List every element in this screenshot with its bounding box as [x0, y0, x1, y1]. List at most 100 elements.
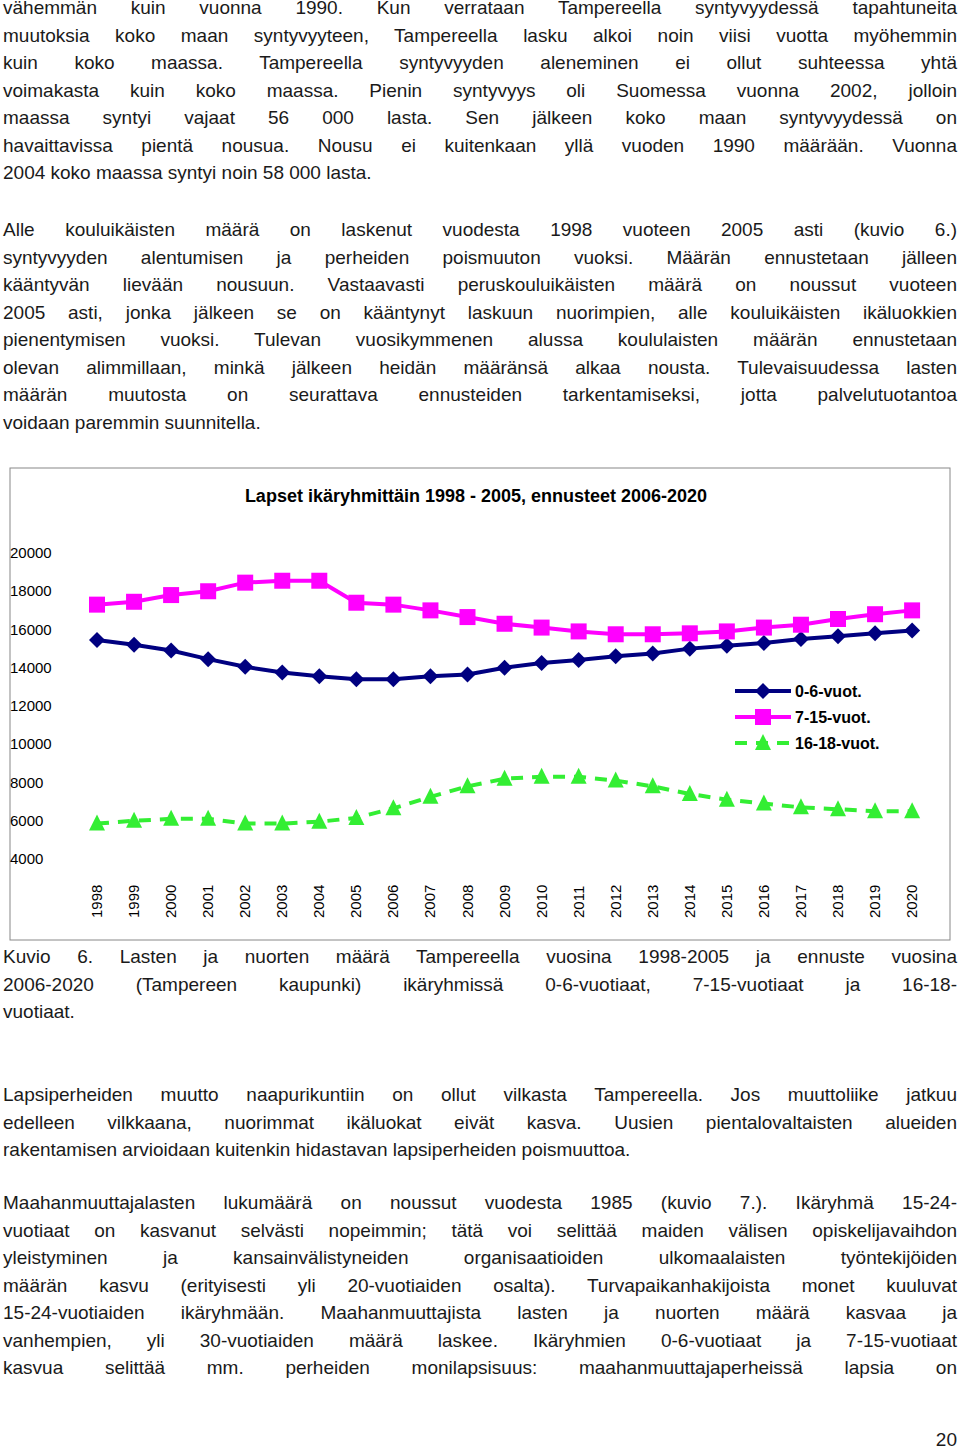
marker	[460, 777, 476, 793]
y-tick-label: 8000	[10, 774, 43, 791]
marker	[422, 668, 438, 684]
marker	[608, 648, 624, 664]
marker	[274, 573, 290, 589]
marker	[756, 795, 772, 811]
x-tick-label: 2013	[644, 885, 661, 918]
marker	[126, 812, 142, 828]
marker	[571, 652, 587, 668]
marker	[163, 810, 179, 826]
marker	[460, 666, 476, 682]
x-tick-label: 1999	[125, 885, 142, 918]
x-tick-label: 2004	[310, 885, 327, 918]
legend-label: 16-18-vuot.	[795, 735, 879, 752]
text-line: voidaan paremmin suunnitella.	[3, 409, 957, 437]
x-tick-label: 2002	[236, 885, 253, 918]
marker	[756, 635, 772, 651]
text-line: edelleen vilkkaana, nuorimmat ikäluokat …	[3, 1109, 957, 1137]
chart-title: Lapset ikäryhmittäin 1998 - 2005, ennust…	[245, 486, 707, 506]
text-line: Maahanmuuttajalasten lukumäärä on noussu…	[3, 1189, 957, 1217]
x-tick-label: 2001	[199, 885, 216, 918]
marker	[274, 815, 290, 831]
marker	[348, 809, 364, 825]
marker	[348, 595, 364, 611]
text-line: 2006-2020 (Tampereen kaupunki) ikäryhmis…	[3, 971, 957, 999]
chart-frame	[10, 468, 950, 940]
marker	[460, 609, 476, 625]
marker	[385, 799, 401, 815]
y-tick-label: 16000	[10, 621, 52, 638]
marker	[497, 616, 513, 632]
marker	[237, 659, 253, 675]
marker	[534, 620, 550, 636]
text-line: Kuvio 6. Lasten ja nuorten määrä Tampere…	[3, 943, 957, 971]
marker	[608, 772, 624, 788]
marker	[830, 800, 846, 816]
marker	[645, 645, 661, 661]
text-line: olevan alimmillaan, minkä jälkeen heidän…	[3, 354, 957, 382]
marker	[830, 628, 846, 644]
text-line: vuotiaat on kasvanut selvästi nopeimmin;…	[3, 1217, 957, 1245]
marker	[719, 623, 735, 639]
x-tick-label: 2003	[273, 885, 290, 918]
marker	[89, 815, 105, 831]
marker	[793, 631, 809, 647]
marker	[422, 788, 438, 804]
x-tick-label: 2006	[384, 885, 401, 918]
marker	[867, 802, 883, 818]
page-number: 20	[936, 1426, 957, 1451]
marker	[534, 768, 550, 784]
legend-marker	[755, 734, 771, 750]
text-line: voimakasta kuin koko maassa. Pienin synt…	[3, 77, 957, 105]
legend-marker	[755, 709, 771, 725]
series-line	[97, 581, 912, 635]
x-tick-label: 2019	[866, 885, 883, 918]
marker	[89, 632, 105, 648]
chart: Lapset ikäryhmittäin 1998 - 2005, ennust…	[0, 0, 960, 1451]
marker	[200, 810, 216, 826]
y-tick-label: 20000	[10, 544, 52, 561]
text-line: Lapsiperheiden muutto naapurikuntiin on …	[3, 1081, 957, 1109]
marker	[385, 597, 401, 613]
marker	[497, 770, 513, 786]
text-line: 2004 koko maassa syntyi noin 58 000 last…	[3, 159, 957, 187]
marker	[904, 802, 920, 818]
text-line: vanhempien, yli 30-vuotiaiden määrä lask…	[3, 1327, 957, 1355]
y-tick-label: 10000	[10, 735, 52, 752]
text-line: muutoksia koko maan syntyvyyteen, Tamper…	[3, 22, 957, 50]
x-tick-label: 2018	[829, 885, 846, 918]
legend-label: 7-15-vuot.	[795, 709, 871, 726]
x-tick-label: 2008	[459, 885, 476, 918]
text-line: 15-24-vuotiaiden ikäryhmään. Maahanmuutt…	[3, 1299, 957, 1327]
marker	[571, 623, 587, 639]
marker	[497, 660, 513, 676]
text-line: määrän muutosta on seurattava ennusteide…	[3, 381, 957, 409]
marker	[385, 671, 401, 687]
x-tick-label: 1998	[88, 885, 105, 918]
marker	[682, 785, 698, 801]
marker	[608, 626, 624, 642]
marker	[682, 641, 698, 657]
x-tick-label: 2017	[792, 885, 809, 918]
text-line: syntyvyyden alentumisen ja perheiden poi…	[3, 244, 957, 272]
plot-area	[89, 573, 920, 831]
text-line: kuin koko maassa. Tampereella syntyvyyde…	[3, 49, 957, 77]
x-tick-label: 2012	[607, 885, 624, 918]
marker	[163, 587, 179, 603]
marker	[311, 573, 327, 589]
text-line: kasvua selittää mm. perheiden monilapsis…	[3, 1354, 957, 1382]
text-line: yleistyminen ja kansainvälistyneiden org…	[3, 1244, 957, 1272]
legend-marker	[755, 683, 771, 699]
x-tick-label: 2009	[496, 885, 513, 918]
text-line: 2005 asti, jonka jälkeen se on kääntynyt…	[3, 299, 957, 327]
marker	[200, 583, 216, 599]
legend-label: 0-6-vuot.	[795, 683, 862, 700]
y-tick-label: 6000	[10, 812, 43, 829]
marker	[793, 617, 809, 633]
marker	[682, 625, 698, 641]
marker	[867, 606, 883, 622]
marker	[422, 602, 438, 618]
series-line	[97, 630, 912, 679]
y-tick-label: 4000	[10, 850, 43, 867]
y-tick-label: 12000	[10, 697, 52, 714]
x-tick-label: 2010	[533, 885, 550, 918]
